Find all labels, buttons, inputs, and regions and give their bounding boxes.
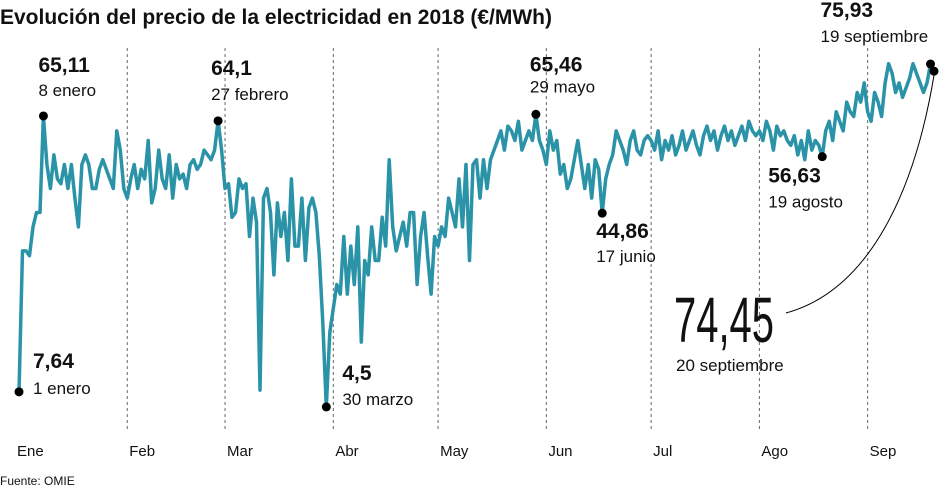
x-tick-label: Ene: [17, 443, 44, 460]
x-tick-label: Jun: [548, 443, 572, 460]
value-label: 7,64: [33, 350, 74, 373]
chart-title: Evolución del precio de la electricidad …: [0, 6, 552, 29]
marker-point: [597, 208, 607, 218]
x-tick-label: May: [440, 443, 469, 460]
date-label: 27 febrero: [211, 85, 289, 104]
value-label: 56,63: [768, 165, 821, 188]
marker-point: [213, 116, 223, 126]
connector: [785, 75, 935, 314]
marker-point: [14, 387, 24, 397]
marker-point: [929, 66, 939, 76]
x-tick-label: Feb: [129, 443, 155, 460]
marker-point: [817, 152, 827, 162]
highlight-date: 20 septiembre: [676, 356, 784, 375]
x-tick-label: Mar: [227, 443, 253, 460]
value-label: 64,1: [211, 57, 252, 80]
date-label: 29 mayo: [530, 77, 595, 96]
marker-point: [531, 109, 541, 119]
date-label: 19 agosto: [768, 193, 843, 212]
date-label: 8 enero: [38, 81, 96, 100]
x-tick-label: Ago: [761, 443, 788, 460]
x-tick-label: Abr: [335, 443, 358, 460]
date-label: 17 junio: [596, 247, 656, 266]
marker-point: [38, 111, 48, 121]
value-label: 75,93: [821, 0, 874, 22]
value-label: 65,11: [38, 54, 90, 77]
date-label: 19 septiembre: [821, 27, 929, 46]
date-label: 30 marzo: [342, 390, 413, 409]
value-label: 4,5: [342, 362, 372, 385]
value-label: 44,86: [596, 220, 649, 243]
value-label: 65,46: [530, 53, 583, 76]
x-tick-label: Jul: [653, 443, 672, 460]
marker-point: [926, 59, 936, 69]
marker-point: [321, 402, 331, 412]
x-tick-label: Sep: [870, 443, 897, 460]
date-label: 1 enero: [33, 379, 91, 398]
highlight-value: 74,45: [674, 284, 774, 356]
price-line: [17, 61, 936, 409]
source: Fuente: OMIE: [0, 474, 75, 488]
